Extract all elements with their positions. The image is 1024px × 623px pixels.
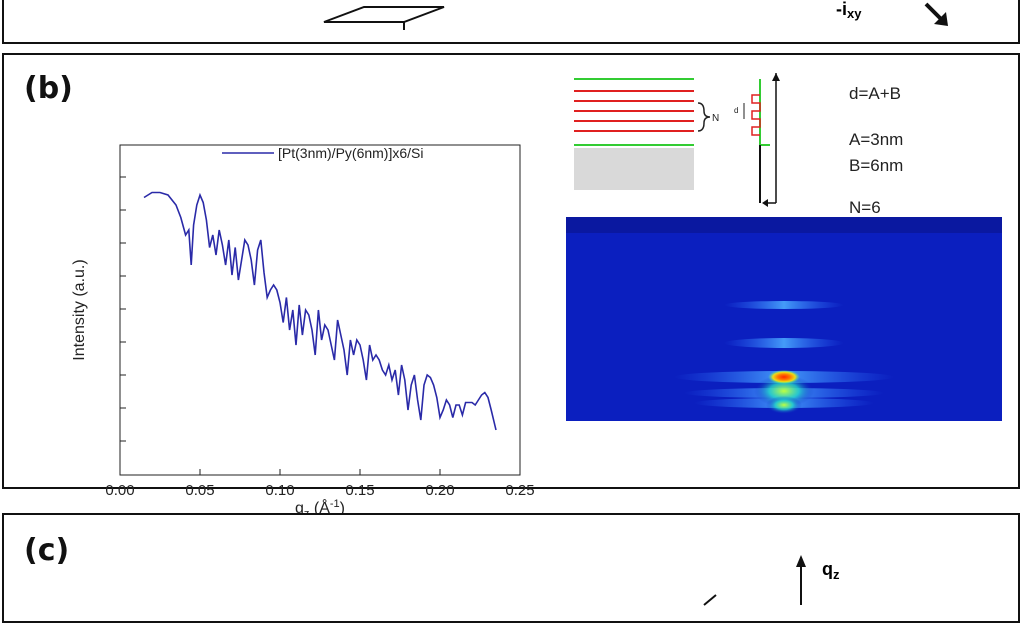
- vertical-arrow-head: [772, 73, 780, 81]
- panel-a-arrow-head: [934, 12, 948, 26]
- x-tick-label: 0.10: [265, 482, 294, 499]
- x-tick-label: 0.25: [505, 482, 534, 499]
- qz-arrow-head: [796, 555, 806, 567]
- annotation-n: N=6: [849, 198, 881, 217]
- chart-plot-frame: [119, 144, 521, 476]
- x-tick-label: 0.20: [425, 482, 454, 499]
- brace-label: N: [712, 113, 719, 124]
- reflectivity-chart: 0.00 0.05 0.10 0.15 0.20 0.25 [Pt(3nm)/Py(6nm…: [71, 144, 535, 515]
- profile-red-steps: [751, 94, 761, 136]
- panel-c-sketch: qz: [703, 555, 840, 606]
- legend-label: [Pt(3nm)/Py(6nm)]x6/Si: [278, 145, 423, 161]
- horizontal-arrow-head: [762, 199, 768, 207]
- diffraction-fringe-2: [724, 338, 844, 348]
- annotation-a: A=3nm: [849, 130, 903, 149]
- panel-c-oblique-line: [703, 594, 717, 606]
- profile-green-step: [759, 79, 770, 146]
- density-profile: d: [734, 73, 780, 207]
- substrate-block: [574, 148, 694, 190]
- x-tick-label: 0.15: [345, 482, 374, 499]
- series-line: [143, 191, 497, 431]
- panel-c-label: (c): [24, 533, 70, 568]
- sample-slab-shape: [323, 6, 445, 23]
- x-tick-label: 0.00: [105, 482, 134, 499]
- multilayer-schematic: N d d=A+B A=3nm B=6nm N=6: [574, 73, 903, 217]
- x-axis-label: qz (Å-1): [295, 498, 345, 515]
- diffraction-halo: [754, 375, 814, 407]
- figure-panel-c: (c) qz: [2, 513, 1020, 623]
- annotation-period: d=A+B: [849, 84, 901, 103]
- specular-peak: [768, 370, 800, 384]
- detector-top-band: [566, 217, 1002, 233]
- diffraction-fringe-1: [724, 301, 844, 309]
- panel-b-label: (b): [24, 71, 73, 106]
- figure-panel-a: -ixy: [2, 0, 1020, 44]
- diffraction-lower-spot: [766, 396, 802, 414]
- inset-d-label: d: [734, 106, 738, 115]
- figure-panel-b: (b) 0.00 0.05 0.10 0.15 0.20 0.25 [Pt(3nm)/Py…: [2, 53, 1020, 515]
- panel-a-sketch: -ixy: [323, 0, 948, 30]
- x-axis-ticks: 0.00 0.05 0.10 0.15 0.20 0.25: [105, 469, 535, 499]
- y-axis-ticks: [120, 176, 126, 442]
- layer-stack: N: [574, 78, 719, 190]
- y-axis-label: Intensity (a.u.): [71, 259, 88, 360]
- annotation-b: B=6nm: [849, 156, 903, 175]
- x-tick-label: 0.05: [185, 482, 214, 499]
- detector-image: [566, 217, 1002, 421]
- period-brace: [697, 102, 711, 132]
- qz-axis-label: qz: [822, 559, 840, 582]
- panel-a-axis-label: -ixy: [836, 0, 862, 21]
